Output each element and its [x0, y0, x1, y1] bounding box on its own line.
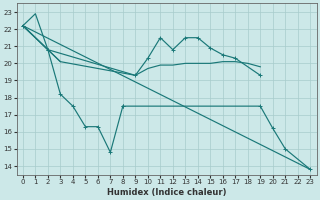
X-axis label: Humidex (Indice chaleur): Humidex (Indice chaleur)	[107, 188, 226, 197]
